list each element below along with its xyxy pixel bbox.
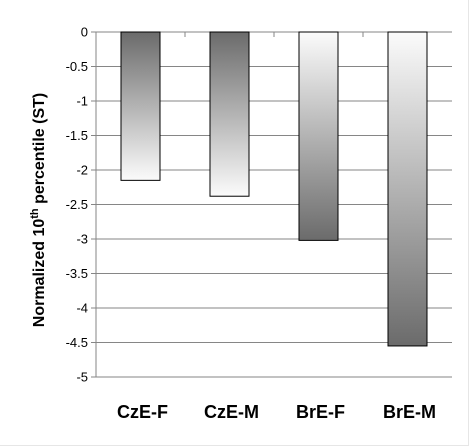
y-tick-label: -1 [76, 94, 88, 109]
y-tick-labels: 0 -0.5 -1 -1.5 -2 -2.5 -3 -3.5 -4 -4.5 -5 [66, 25, 88, 385]
y-tick-label: -0.5 [66, 59, 88, 74]
y-tick-label: 0 [81, 25, 88, 40]
y-axis-title-superscript: th [29, 208, 41, 219]
bars [120, 31, 428, 347]
y-tick-label: -4.5 [66, 335, 88, 350]
y-tick-label: -1.5 [66, 128, 88, 143]
y-tick-label: -4 [76, 301, 88, 316]
category-labels: CzE-F CzE-M BrE-F BrE-M [117, 402, 436, 422]
bar-bre-f [298, 31, 339, 241]
y-axis-title-prefix: Normalized 10 [31, 219, 48, 328]
bar-bre-m [387, 31, 428, 347]
y-axis-title-suffix: percentile (ST) [31, 93, 48, 209]
y-tick-label: -5 [76, 370, 88, 385]
y-tick-label: -3.5 [66, 266, 88, 281]
y-tick-label: -2.5 [66, 197, 88, 212]
y-axis-title: Normalized 10th percentile (ST) [29, 93, 48, 327]
x-category-label: CzE-M [204, 402, 259, 422]
x-category-label: BrE-M [383, 402, 436, 422]
y-tick-label: -3 [76, 232, 88, 247]
y-tick-label: -2 [76, 163, 88, 178]
bar-cze-f [120, 31, 161, 181]
x-category-label: CzE-F [117, 402, 168, 422]
x-category-label: BrE-F [296, 402, 345, 422]
bar-cze-m [209, 31, 250, 197]
